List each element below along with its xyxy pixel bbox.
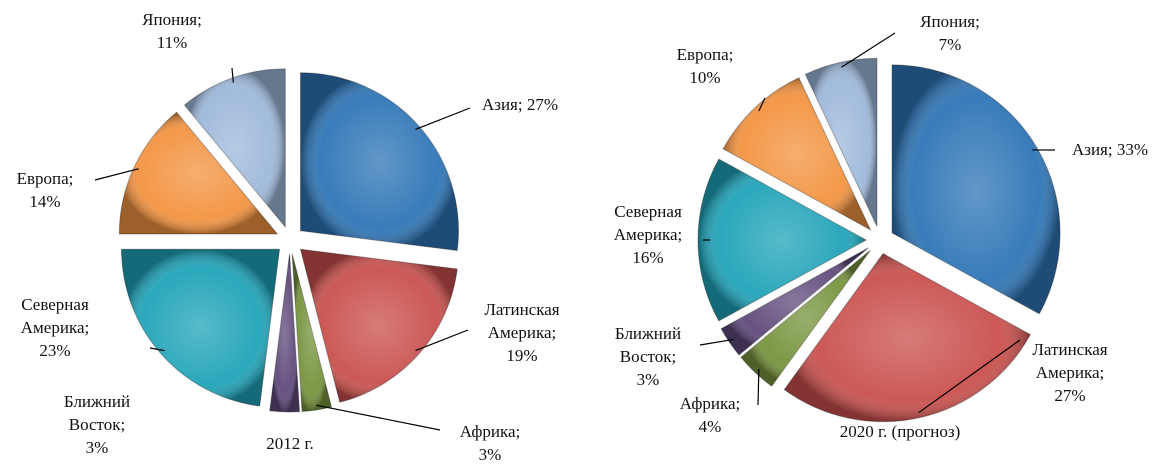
pie-slice bbox=[120, 248, 281, 407]
category-label: Япония; bbox=[142, 10, 202, 29]
leader-line bbox=[758, 97, 766, 112]
value-label: 27% bbox=[1054, 386, 1086, 405]
slice-label: Ближний Восток; 3% bbox=[593, 322, 703, 391]
category-label: Северная Америка; bbox=[20, 295, 90, 337]
category-label: Африка; bbox=[679, 394, 741, 413]
slice-label: Латинская Америка; 19% bbox=[467, 298, 577, 367]
slice-label: Ближний Восток; 3% bbox=[42, 390, 152, 459]
value-label: 23% bbox=[39, 341, 71, 360]
leader-line bbox=[699, 338, 734, 346]
category-label: Япония; bbox=[920, 12, 980, 31]
leader-line bbox=[94, 168, 139, 181]
slice-label: Япония; 11% bbox=[117, 8, 227, 54]
value-label: 16% bbox=[632, 248, 664, 267]
value-label: 3% bbox=[636, 370, 660, 389]
slice-label: Азия; 33% bbox=[1072, 138, 1148, 161]
leader-line bbox=[841, 32, 896, 68]
category-label: Европа; bbox=[676, 45, 734, 64]
value-label: 10% bbox=[689, 68, 721, 87]
value-label: 7% bbox=[938, 35, 962, 54]
value-label: 3% bbox=[85, 438, 109, 457]
leader-line bbox=[316, 404, 441, 431]
value-label: 27% bbox=[526, 95, 559, 114]
value-label: 3% bbox=[478, 445, 502, 464]
leader-line bbox=[757, 368, 760, 406]
value-label: 33% bbox=[1116, 140, 1149, 159]
category-label: Латинская Америка; bbox=[484, 300, 560, 342]
leader-line bbox=[231, 67, 234, 83]
slice-label: Северная Америка; 23% bbox=[0, 293, 110, 362]
category-label: Азия; bbox=[1071, 140, 1113, 159]
leader-line bbox=[918, 339, 1021, 414]
value-label: 11% bbox=[156, 33, 188, 52]
slice-label: Африка; 3% bbox=[435, 420, 545, 464]
category-label: Азия; bbox=[481, 95, 523, 114]
value-label: 14% bbox=[29, 192, 61, 211]
slice-label: Азия; 27% bbox=[482, 93, 558, 116]
category-label: Латинская Америка; bbox=[1032, 340, 1108, 382]
value-label: 19% bbox=[506, 346, 538, 365]
slice-label: Латинская Америка; 27% bbox=[1015, 338, 1125, 407]
chart-title: 2012 г. bbox=[266, 434, 314, 453]
category-label: Ближний Восток; bbox=[63, 392, 131, 434]
slice-label: Африка; 4% bbox=[655, 392, 765, 438]
category-label: Европа; bbox=[16, 169, 74, 188]
slice-label: Япония; 7% bbox=[895, 10, 1005, 56]
slice-label: Северная Америка; 16% bbox=[593, 200, 703, 269]
leader-line bbox=[415, 107, 471, 130]
leader-line bbox=[415, 329, 469, 352]
category-label: Африка; bbox=[459, 422, 521, 441]
category-label: Северная Америка; bbox=[613, 202, 683, 244]
leader-line bbox=[149, 347, 165, 352]
slice-label: Европа; 14% bbox=[0, 167, 100, 213]
slice-label: Европа; 10% bbox=[650, 43, 760, 89]
value-label: 4% bbox=[698, 417, 722, 436]
pie-slice bbox=[300, 72, 459, 252]
category-label: Ближний Восток; bbox=[614, 324, 682, 366]
chart-title: 2020 г. (прогноз) bbox=[839, 422, 961, 441]
